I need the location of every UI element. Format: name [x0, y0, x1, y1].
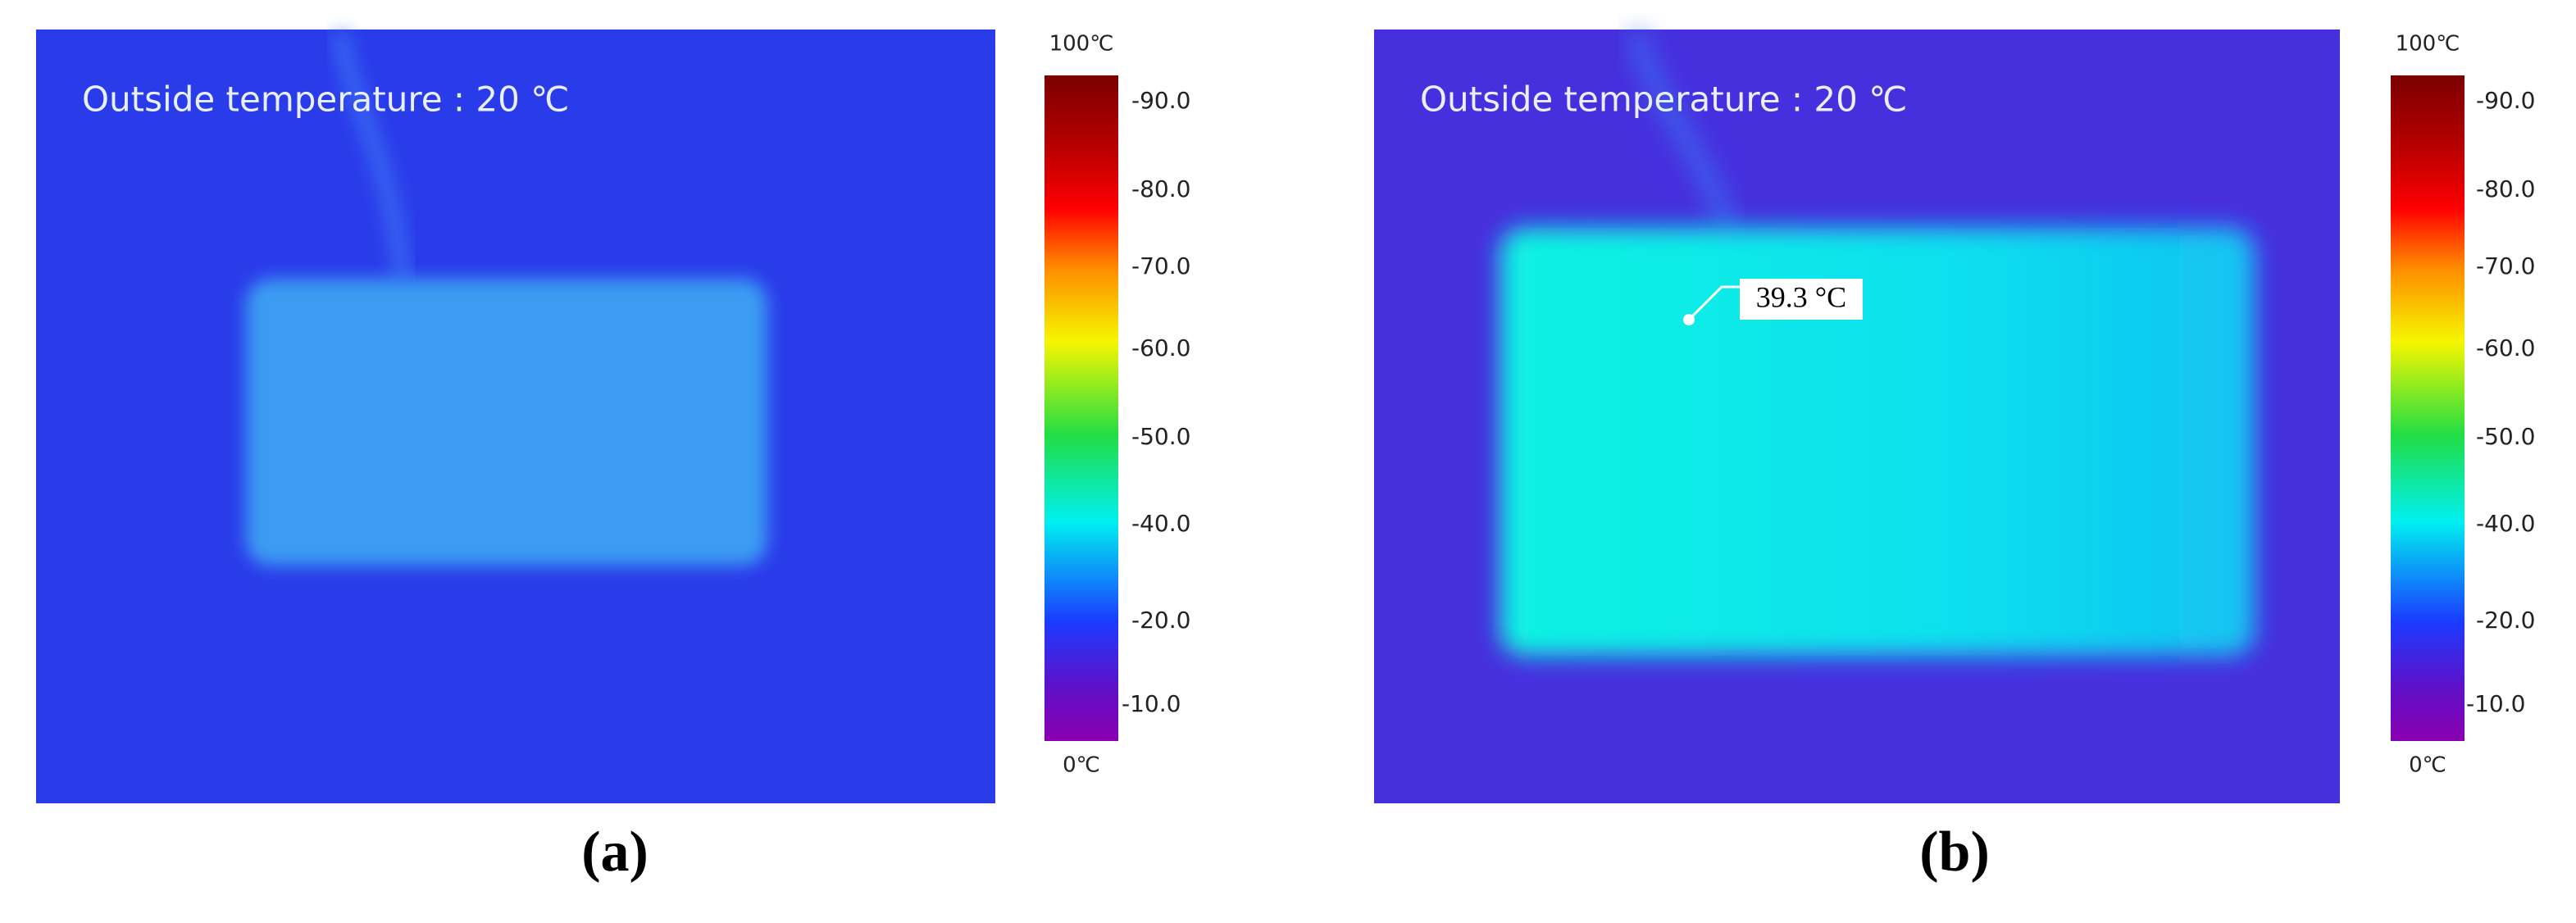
scale-tick-label: -50.0 — [2476, 423, 2535, 450]
leader-line — [1687, 285, 1740, 321]
scale-tick-label: -60.0 — [1131, 334, 1190, 361]
scale-tick-label: -60.0 — [2476, 334, 2535, 361]
outside-temperature-label: Outside temperature : 20 ℃ — [82, 80, 569, 120]
scale-tick-label: -80.0 — [2476, 175, 2535, 202]
scale-min: 0℃ — [1063, 753, 1100, 778]
cable-glow — [330, 31, 412, 280]
scale-tick-label: -20.0 — [1131, 607, 1190, 634]
scale-min: 0℃ — [2409, 753, 2446, 778]
annotation-text: 39.3 °C — [1756, 280, 1846, 313]
outside-temperature-label: Outside temperature : 20 ℃ — [1420, 80, 1907, 120]
heated-object — [246, 279, 767, 566]
cable-glow — [1626, 30, 1736, 230]
scale-tick-label: -20.0 — [2476, 607, 2535, 634]
scale-tick-label: -90.0 — [2476, 87, 2535, 114]
scale-tick-label: -90.0 — [1131, 87, 1190, 114]
scale-tick-label: -80.0 — [1131, 175, 1190, 202]
panel-caption: (b) — [1919, 821, 1990, 884]
scale-tick-label: -10.0 — [1122, 690, 1181, 717]
scale-tick-label: -40.0 — [1131, 510, 1190, 537]
scale-tick-label: -70.0 — [1131, 252, 1190, 280]
scale-tick-label: -70.0 — [2476, 252, 2535, 280]
scale-tick-label: -40.0 — [2476, 510, 2535, 537]
annotation-box — [1740, 279, 1863, 320]
panel-caption: (a) — [581, 821, 649, 884]
color-scale — [2391, 75, 2464, 741]
scale-tick-label: -10.0 — [2466, 690, 2525, 717]
scale-tick-label: -50.0 — [1131, 423, 1190, 450]
scale-max: 100℃ — [1049, 32, 1114, 57]
scale-max: 100℃ — [2396, 32, 2460, 57]
color-scale — [1045, 75, 1118, 741]
heated-object — [1500, 228, 2255, 656]
